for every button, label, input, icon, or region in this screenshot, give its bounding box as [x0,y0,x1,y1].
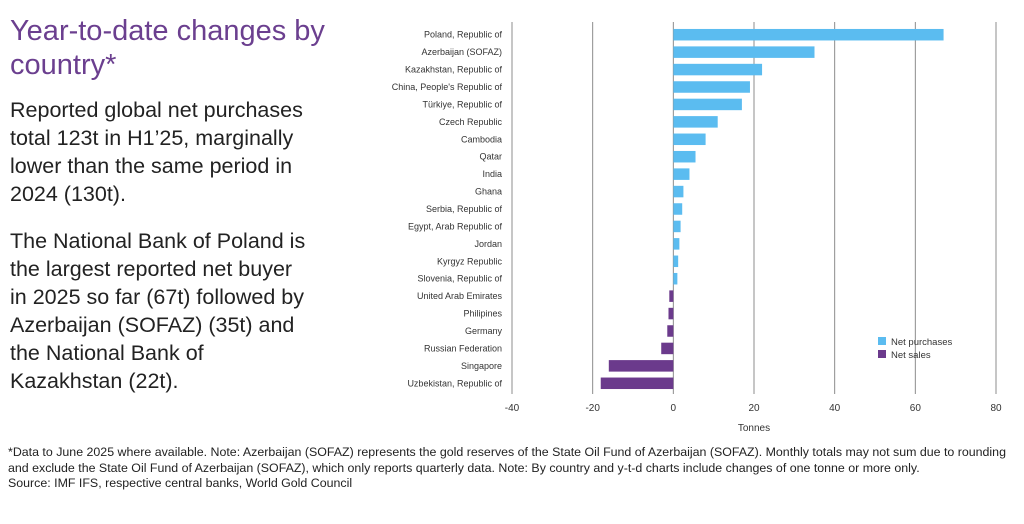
bar [608,360,674,372]
category-label: Singapore [461,361,502,371]
bar [673,255,679,268]
bar [673,116,718,128]
x-tick-label: 20 [748,403,760,414]
bar [673,203,683,215]
chart-legend: Net purchases Net sales [878,337,953,361]
bar [673,81,750,93]
category-label: Czech Republic [439,117,503,127]
x-tick-label: 40 [829,403,841,414]
category-label: Egypt, Arab Republic of [408,221,503,231]
category-label: Russian Federation [424,343,502,353]
category-label: Philipines [463,309,502,319]
category-label: India [482,169,502,179]
category-label: Ghana [475,187,502,197]
summary-paragraph: Reported global net purchases total 123t… [10,98,303,206]
bar [600,377,674,390]
bar [668,307,674,320]
category-label: United Arab Emirates [417,291,503,301]
category-label: Türkiye, Republic of [422,99,502,109]
bar [673,63,763,76]
footnote: *Data to June 2025 where available. Note… [8,445,1008,492]
x-tick-label: -20 [585,403,600,414]
bar [673,150,696,163]
x-axis-label: Tonnes [738,423,770,434]
slide: Year-to-date changes by country* Reporte… [8,15,1008,492]
bar [673,28,944,41]
legend-label-purchases: Net purchases [891,337,953,348]
category-label: China, People's Republic of [392,82,503,92]
bar [673,98,742,111]
bar [673,272,678,285]
x-tick-label: -40 [505,403,520,414]
category-label: Poland, Republic of [424,30,503,40]
legend-swatch-sales [878,350,886,358]
bar [673,185,684,198]
category-label: Qatar [479,152,502,162]
bar [673,220,681,233]
bar [673,168,690,180]
page-title: Year-to-date changes by country* [10,15,325,81]
bar [673,133,706,146]
category-label: Azerbaijan (SOFAZ) [421,47,502,57]
category-label: Germany [465,326,503,336]
category-label: Slovenia, Republic of [417,274,502,284]
legend-label-sales: Net sales [891,350,931,361]
source-text: Source: IMF IFS, respective central bank… [8,476,353,490]
bar [669,290,674,302]
bar [661,342,674,355]
category-label: Uzbekistan, Republic of [407,378,502,388]
detail-paragraph: The National Bank of Poland is the large… [10,229,306,393]
category-label: Serbia, Republic of [426,204,503,214]
category-label: Kyrgyz Republic [437,256,503,266]
x-tick-label: 80 [990,403,1002,414]
x-tick-label: 0 [671,403,677,414]
bar [667,325,674,337]
bar [673,238,680,250]
category-label: Cambodia [461,134,502,144]
x-tick-label: 60 [910,403,922,414]
bar [673,46,815,58]
legend-swatch-purchases [878,337,886,345]
category-label: Kazakhstan, Republic of [405,65,503,75]
category-label: Jordan [474,239,502,249]
bar-chart: -40 -20 0 20 40 60 80 Poland, Republic of Azerba… [392,22,1002,434]
footnote-text: *Data to June 2025 where available. Note… [8,445,1006,475]
